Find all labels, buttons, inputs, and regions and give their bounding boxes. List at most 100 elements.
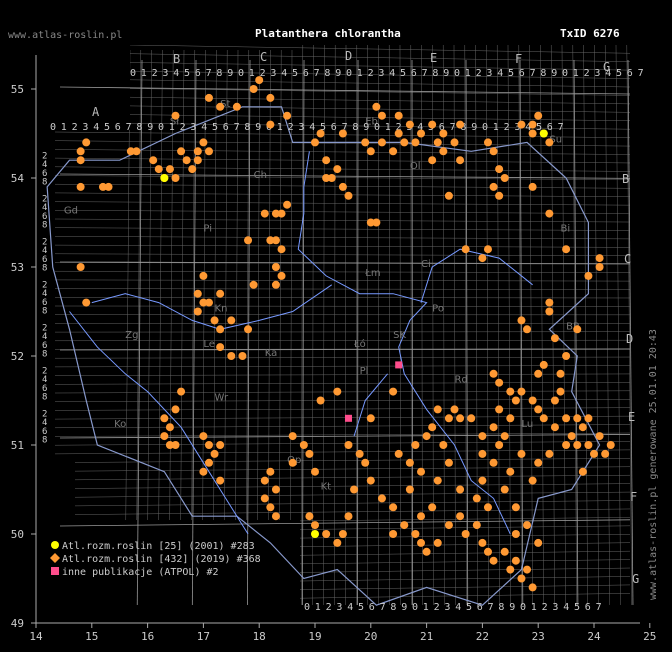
cell-digit: 4 — [281, 68, 287, 79]
legend-item-2019: Atl.rozm.roslin [432] (2019) #368 — [50, 552, 261, 566]
grid-line-h — [129, 62, 631, 71]
grid-line-h — [54, 339, 631, 342]
grid-line-v — [334, 44, 336, 606]
cell-digit: 1 — [357, 68, 363, 79]
record-2019 — [439, 129, 448, 138]
cell-digit: 4 — [563, 602, 569, 613]
generated-note: www.atlas-roslin.pl generowane 25.01.01 … — [648, 329, 659, 600]
record-2019 — [545, 449, 554, 458]
cell-digit: 0 — [130, 68, 136, 79]
record-2019 — [311, 138, 319, 147]
record-2019 — [216, 343, 225, 352]
cell-digit: 5 — [616, 68, 622, 79]
river-line — [420, 248, 533, 303]
x-tick-label: 18 — [253, 630, 266, 643]
record-2019 — [550, 396, 559, 405]
record-2019 — [417, 129, 426, 138]
cell-digit: 4 — [605, 68, 611, 79]
cell-digit: 8 — [42, 349, 47, 359]
record-2019 — [210, 449, 219, 458]
grid-line-v — [518, 44, 522, 606]
record-2019 — [534, 111, 543, 120]
cell-digit: 9 — [443, 68, 449, 79]
grid-line-h — [54, 424, 631, 429]
cell-digit: 6 — [42, 255, 47, 265]
cell-digit: 6 — [369, 602, 375, 613]
cell-digit: 3 — [594, 68, 600, 79]
record-2019 — [433, 138, 442, 147]
cell-digit: 1 — [277, 122, 283, 133]
record-2019 — [322, 156, 331, 165]
record-2019 — [444, 458, 453, 467]
record-2019 — [171, 441, 180, 449]
record-2019 — [495, 405, 504, 414]
record-2019 — [193, 307, 202, 316]
legend-label-2019: Atl.rozm.roslin [432] (2019) #368 — [62, 554, 261, 565]
cell-digit: 3 — [378, 68, 384, 79]
record-2019 — [283, 111, 292, 120]
cell-digit: 7 — [126, 122, 132, 133]
cell-digit: 1 — [423, 602, 429, 613]
grid-major-v — [519, 59, 524, 606]
record-2019 — [511, 556, 520, 565]
cell-digit: 6 — [477, 602, 483, 613]
record-2019 — [534, 369, 543, 378]
record-2019 — [573, 325, 582, 334]
record-2019 — [344, 512, 353, 521]
record-2019 — [199, 298, 208, 307]
record-2019 — [216, 325, 225, 334]
record-2019 — [456, 156, 465, 165]
record-2019 — [188, 165, 197, 174]
cell-digit: 7 — [206, 68, 212, 79]
record-2019 — [478, 432, 487, 441]
grid-line-v — [179, 49, 185, 606]
record-2019 — [216, 102, 225, 111]
record-2019 — [467, 414, 476, 423]
cell-digit: 0 — [158, 122, 164, 133]
grid-letter-top: B — [173, 52, 180, 66]
record-2019 — [483, 245, 492, 254]
record-2019 — [394, 129, 403, 138]
record-2019 — [316, 129, 325, 138]
cell-digit: 2 — [504, 122, 510, 133]
cell-digit: 4 — [42, 332, 47, 342]
record-2019 — [82, 298, 91, 307]
y-tick-label: 50 — [11, 528, 24, 541]
region-label: Rd — [455, 375, 468, 386]
cell-digit: 4 — [389, 68, 395, 79]
cell-digit: 3 — [444, 602, 450, 613]
record-2019 — [333, 538, 342, 547]
record-2019 — [199, 432, 208, 441]
cell-digit: 2 — [72, 122, 78, 133]
record-2019 — [366, 414, 375, 423]
record-2019 — [578, 423, 587, 432]
y-tick-label: 51 — [11, 439, 24, 452]
grid-line-v — [421, 44, 423, 606]
record-2019 — [389, 503, 398, 512]
record-2019 — [288, 432, 297, 441]
grid-line-h — [129, 79, 631, 88]
record-2019 — [389, 387, 398, 396]
grid-line-v — [410, 44, 412, 606]
record-2019 — [165, 165, 174, 174]
record-2019 — [193, 289, 202, 298]
grid-major-v — [411, 59, 414, 606]
y-tick-label: 54 — [11, 172, 25, 185]
record-2019 — [177, 147, 186, 156]
legend-label-other: inne publikacje (ATPOL) #2 — [62, 567, 219, 578]
record-2019 — [333, 165, 342, 174]
region-label: Kn — [215, 304, 228, 315]
region-label: Kt — [321, 482, 332, 493]
region-label: Ko — [114, 419, 126, 430]
record-2019 — [489, 458, 498, 467]
grid-line-h — [54, 382, 631, 385]
cell-digit: 0 — [482, 122, 488, 133]
record-2019 — [255, 76, 264, 85]
region-label: Le — [203, 339, 215, 350]
cell-digit: 2 — [584, 68, 590, 79]
record-2019 — [495, 441, 504, 449]
cell-digit: 2 — [476, 68, 482, 79]
grid-line-h — [54, 491, 631, 498]
